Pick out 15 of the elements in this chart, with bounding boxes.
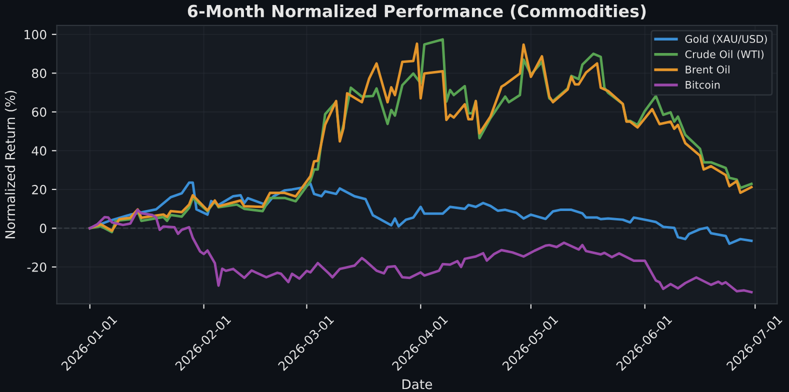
y-tick-label: 40 xyxy=(32,146,46,156)
y-tick-label: 80 xyxy=(32,68,46,78)
x-axis-title: Date xyxy=(402,379,432,390)
y-axis-title: Normalized Return (%) xyxy=(4,90,17,238)
y-tick-label: -20 xyxy=(27,262,46,272)
line-series xyxy=(88,208,753,294)
y-tick-label: 20 xyxy=(32,184,46,194)
y-tick-label: 0 xyxy=(40,224,46,234)
legend-label: Crude Oil (WTI) xyxy=(685,50,764,60)
legend-label: Gold (XAU/USD) xyxy=(685,34,767,44)
legend-label: Bitcoin xyxy=(686,80,720,89)
legend-label: Brent Oil xyxy=(686,65,730,74)
y-tick-label: 60 xyxy=(32,107,46,117)
y-tick-label: 100 xyxy=(24,30,46,40)
chart-title: 6-Month Normalized Performance (Commodities) xyxy=(188,4,646,20)
